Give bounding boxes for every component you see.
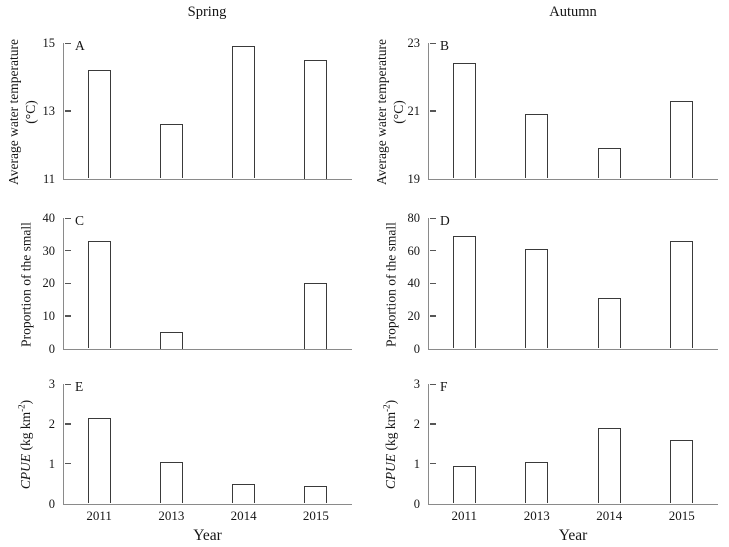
y-tick-mark <box>64 110 71 112</box>
y-tick-label: 0 <box>413 496 420 511</box>
y-tick-label: 15 <box>42 36 56 50</box>
bar-2013 <box>159 461 183 504</box>
panel-letter-E: E <box>75 379 84 394</box>
x-tick-label-2011: 2011 <box>86 508 112 523</box>
y-tick-mark <box>429 315 436 317</box>
y-tick-label: 21 <box>407 103 421 118</box>
y-tick-label: 2 <box>48 416 55 431</box>
bar-2015 <box>670 100 694 179</box>
bar-2011 <box>87 417 111 504</box>
bar-2015 <box>304 283 328 349</box>
y-tick-mark <box>64 383 71 385</box>
bar-2013 <box>525 114 549 179</box>
x-tick-label-2015: 2015 <box>668 508 695 523</box>
y-tick-label: 23 <box>407 36 421 50</box>
y-tick-label: 40 <box>407 276 421 291</box>
bar-2011 <box>452 465 476 504</box>
bar-2014 <box>232 483 256 504</box>
y-tick-mark <box>64 250 71 252</box>
bar-2015 <box>670 240 694 349</box>
y-tick-label: 10 <box>42 308 56 323</box>
bar-2011 <box>87 240 111 349</box>
y-tick-label: 30 <box>42 243 56 258</box>
plot-area-F <box>428 384 718 505</box>
bar-2011 <box>452 235 476 349</box>
y-tick-mark <box>429 110 436 112</box>
y-tick-label: 20 <box>407 308 421 323</box>
y-tick-mark <box>429 250 436 252</box>
y-tick-label: 13 <box>42 103 56 118</box>
bar-2015 <box>670 439 694 504</box>
panel-letter-B: B <box>440 38 450 53</box>
y-tick-label: 3 <box>413 377 420 391</box>
y-tick-label: 40 <box>42 211 56 225</box>
bar-2013 <box>159 124 183 179</box>
bar-2013 <box>525 248 549 349</box>
y-tick-label: 20 <box>42 276 56 291</box>
y-tick-label: 1 <box>48 456 55 471</box>
x-tick-label-2013: 2013 <box>158 508 185 523</box>
y-tick-label: 0 <box>48 496 55 511</box>
x-axis-title: Year <box>193 527 222 544</box>
panel-letter-D: D <box>440 213 450 228</box>
y-tick-label: 19 <box>407 171 421 186</box>
bar-2014 <box>597 297 621 349</box>
x-tick-label-2011: 2011 <box>451 508 478 523</box>
bar-2014 <box>597 427 621 504</box>
y-axis-label-segment: ) <box>18 399 33 405</box>
y-tick-mark <box>429 463 436 465</box>
x-tick-label-2013: 2013 <box>523 508 550 523</box>
panel-letter-C: C <box>75 213 85 228</box>
y-tick-mark <box>429 217 436 219</box>
bar-2011 <box>87 70 111 179</box>
y-tick-mark <box>64 217 71 219</box>
x-tick-label-2014: 2014 <box>596 508 623 523</box>
plot-area-C <box>63 218 352 350</box>
x-tick-label-2015: 2015 <box>302 508 329 523</box>
y-tick-mark <box>64 423 71 425</box>
x-axis-title: Year <box>558 527 588 544</box>
y-tick-label: 2 <box>413 416 420 431</box>
y-tick-mark <box>64 463 71 465</box>
y-tick-mark <box>429 423 436 425</box>
bar-2013 <box>525 461 549 504</box>
bar-2015 <box>304 59 328 179</box>
plot-area-B <box>428 43 718 180</box>
y-tick-mark <box>64 315 71 317</box>
plot-area-A <box>63 43 352 180</box>
y-tick-label: 11 <box>42 171 55 186</box>
x-tick-label-2014: 2014 <box>230 508 257 523</box>
bar-2014 <box>597 148 621 179</box>
bar-2011 <box>452 63 476 179</box>
bar-2015 <box>304 485 328 504</box>
y-tick-label: 0 <box>413 341 420 356</box>
y-axis-label-segment: -2 <box>16 404 27 412</box>
y-axis-label-segment: -2 <box>381 404 392 412</box>
y-tick-label: 1 <box>413 456 420 471</box>
panel-letter-A: A <box>75 38 85 53</box>
y-tick-mark <box>429 42 436 44</box>
y-tick-label: 0 <box>48 341 55 356</box>
bar-2013 <box>159 332 183 349</box>
y-tick-label: 3 <box>48 377 55 391</box>
y-tick-label: 80 <box>407 211 421 225</box>
bar-2014 <box>232 46 256 179</box>
y-axis-label-segment: ) <box>383 399 398 405</box>
panel-letter-F: F <box>440 379 448 394</box>
column-title-spring: Spring <box>187 4 227 20</box>
plot-area-D <box>428 218 718 350</box>
y-tick-mark <box>64 282 71 285</box>
y-tick-mark <box>64 42 71 44</box>
plot-area-E <box>63 384 352 505</box>
y-tick-label: 60 <box>407 243 421 258</box>
y-tick-mark <box>429 282 436 285</box>
column-title-autumn: Autumn <box>549 4 597 20</box>
y-tick-mark <box>429 383 436 385</box>
